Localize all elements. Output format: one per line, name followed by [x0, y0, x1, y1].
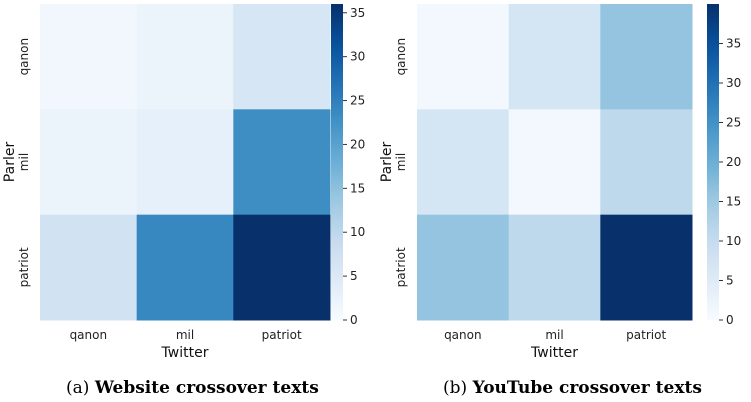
cell-patriot-patriot	[233, 214, 331, 321]
colorbar-tick-label-0: 0	[726, 313, 734, 327]
x-axis-label: Twitter	[530, 345, 578, 361]
heatmap-youtube: qanon mil patriot Twitter qanon mil patriot Par…	[379, 4, 741, 361]
colorbar-tick-label-30: 30	[350, 50, 365, 64]
caption-title-b: YouTube crossover texts	[472, 378, 702, 398]
colorbar-tick-label-15: 15	[350, 181, 365, 195]
heatmap-panel-a: qanon mil patriot Twitter qanon mil patriot Par…	[0, 0, 375, 402]
cell-qanon-patriot	[233, 4, 331, 110]
colorbar-tick-label-0: 0	[350, 313, 358, 327]
heatmap-panel-b: qanon mil patriot Twitter qanon mil patriot Par…	[375, 0, 750, 402]
x-tick-label-patriot: patriot	[626, 328, 666, 342]
colorbar-tick-label-35: 35	[726, 37, 741, 51]
colorbar-tick-label-20: 20	[350, 137, 365, 151]
colorbar-tick-label-30: 30	[726, 76, 741, 90]
y-tick-label-qanon: qanon	[17, 38, 31, 76]
cell-mil-mil	[136, 109, 234, 216]
x-tick-label-mil: mil	[176, 328, 194, 342]
cell-qanon-qanon	[40, 4, 138, 110]
caption-tag-a: (a)	[66, 378, 90, 398]
cell-patriot-mil	[136, 214, 234, 321]
cell-qanon-patriot	[600, 4, 693, 110]
heatmap-website: qanon mil patriot Twitter qanon mil patriot Par…	[2, 4, 365, 361]
colorbar-tick-label-35: 35	[350, 6, 365, 20]
colorbar	[331, 4, 343, 320]
y-tick-label-mil: mil	[394, 153, 408, 171]
cell-qanon-mil	[508, 4, 601, 110]
colorbar-tick-label-25: 25	[726, 116, 741, 130]
caption-b: (b) YouTube crossover texts	[443, 378, 702, 398]
y-axis-label: Parler	[2, 142, 18, 183]
cell-mil-patriot	[600, 109, 693, 216]
colorbar-tick-label-5: 5	[726, 274, 734, 288]
x-tick-label-qanon: qanon	[70, 328, 108, 342]
cell-patriot-qanon	[417, 214, 510, 321]
cell-mil-patriot	[233, 109, 331, 216]
x-tick-label-mil: mil	[545, 328, 563, 342]
y-axis-label: Parler	[379, 142, 395, 183]
cell-qanon-qanon	[417, 4, 510, 110]
y-tick-label-qanon: qanon	[394, 38, 408, 76]
colorbar-tick-label-25: 25	[350, 94, 365, 108]
colorbar-tick-label-10: 10	[350, 225, 365, 239]
cell-mil-mil	[508, 109, 601, 216]
caption-title-a: Website crossover texts	[94, 378, 319, 398]
y-tick-label-mil: mil	[17, 153, 31, 171]
cell-mil-qanon	[417, 109, 510, 216]
x-axis-label: Twitter	[161, 345, 209, 361]
colorbar-tick-label-15: 15	[726, 195, 741, 209]
cell-patriot-qanon	[40, 214, 138, 321]
cell-qanon-mil	[136, 4, 234, 110]
colorbar	[707, 4, 719, 320]
cell-mil-qanon	[40, 109, 138, 216]
caption-tag-b: (b)	[443, 378, 468, 398]
caption-a: (a) Website crossover texts	[66, 378, 319, 398]
colorbar-tick-label-10: 10	[726, 234, 741, 248]
y-tick-label-patriot: patriot	[394, 247, 408, 287]
y-tick-label-patriot: patriot	[17, 247, 31, 287]
x-tick-label-qanon: qanon	[444, 328, 482, 342]
colorbar-tick-label-20: 20	[726, 155, 741, 169]
cell-patriot-patriot	[600, 214, 693, 321]
colorbar-tick-label-5: 5	[350, 269, 358, 283]
cell-patriot-mil	[508, 214, 601, 321]
x-tick-label-patriot: patriot	[262, 328, 302, 342]
